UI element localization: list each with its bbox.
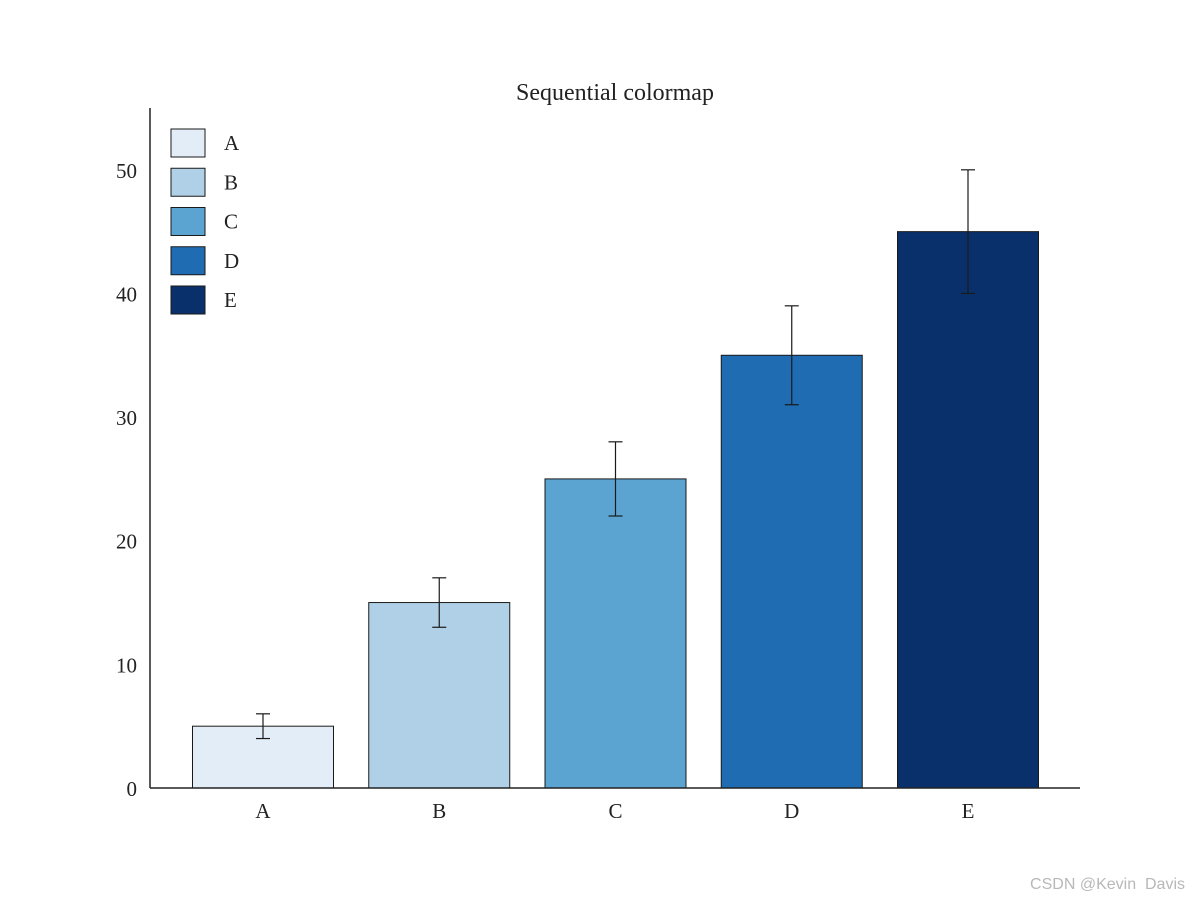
- bar-e: [897, 231, 1039, 789]
- bar-d: [720, 354, 863, 789]
- legend-swatch-d: [170, 246, 206, 276]
- chart-title: Sequential colormap: [516, 80, 714, 106]
- x-tick-label-c: C: [608, 799, 622, 823]
- legend-swatch-e: [170, 285, 206, 315]
- x-tick-label-e: E: [962, 799, 975, 823]
- legend-label-e: E: [224, 288, 237, 312]
- errorbars-layer: [256, 169, 975, 740]
- legend-label-a: A: [224, 131, 240, 155]
- y-tick-label-20: 20: [116, 530, 137, 554]
- watermark-text: CSDN @Kevin Davis: [1030, 876, 1185, 893]
- bar-b: [368, 602, 511, 789]
- legend-label-b: B: [224, 170, 238, 194]
- legend-label-c: C: [224, 210, 238, 234]
- y-tick-label-0: 0: [127, 777, 138, 801]
- bar-c: [544, 478, 687, 789]
- y-tick-labels: 0 10 20 30 40 50: [116, 159, 137, 801]
- legend-swatch-c: [170, 207, 206, 236]
- legend-label-d: D: [224, 249, 239, 273]
- x-tick-label-a: A: [255, 799, 271, 823]
- x-tick-label-b: B: [432, 799, 446, 823]
- axes-layer: [149, 108, 1080, 789]
- y-tick-label-40: 40: [116, 282, 137, 306]
- y-tick-label-10: 10: [116, 653, 137, 677]
- y-tick-label-30: 30: [116, 406, 137, 430]
- x-tick-labels: A B C D E: [255, 799, 974, 823]
- y-tick-label-50: 50: [116, 159, 137, 183]
- x-tick-label-d: D: [784, 799, 799, 823]
- legend-swatch-a: [170, 128, 206, 158]
- legend-swatch-b: [170, 167, 206, 197]
